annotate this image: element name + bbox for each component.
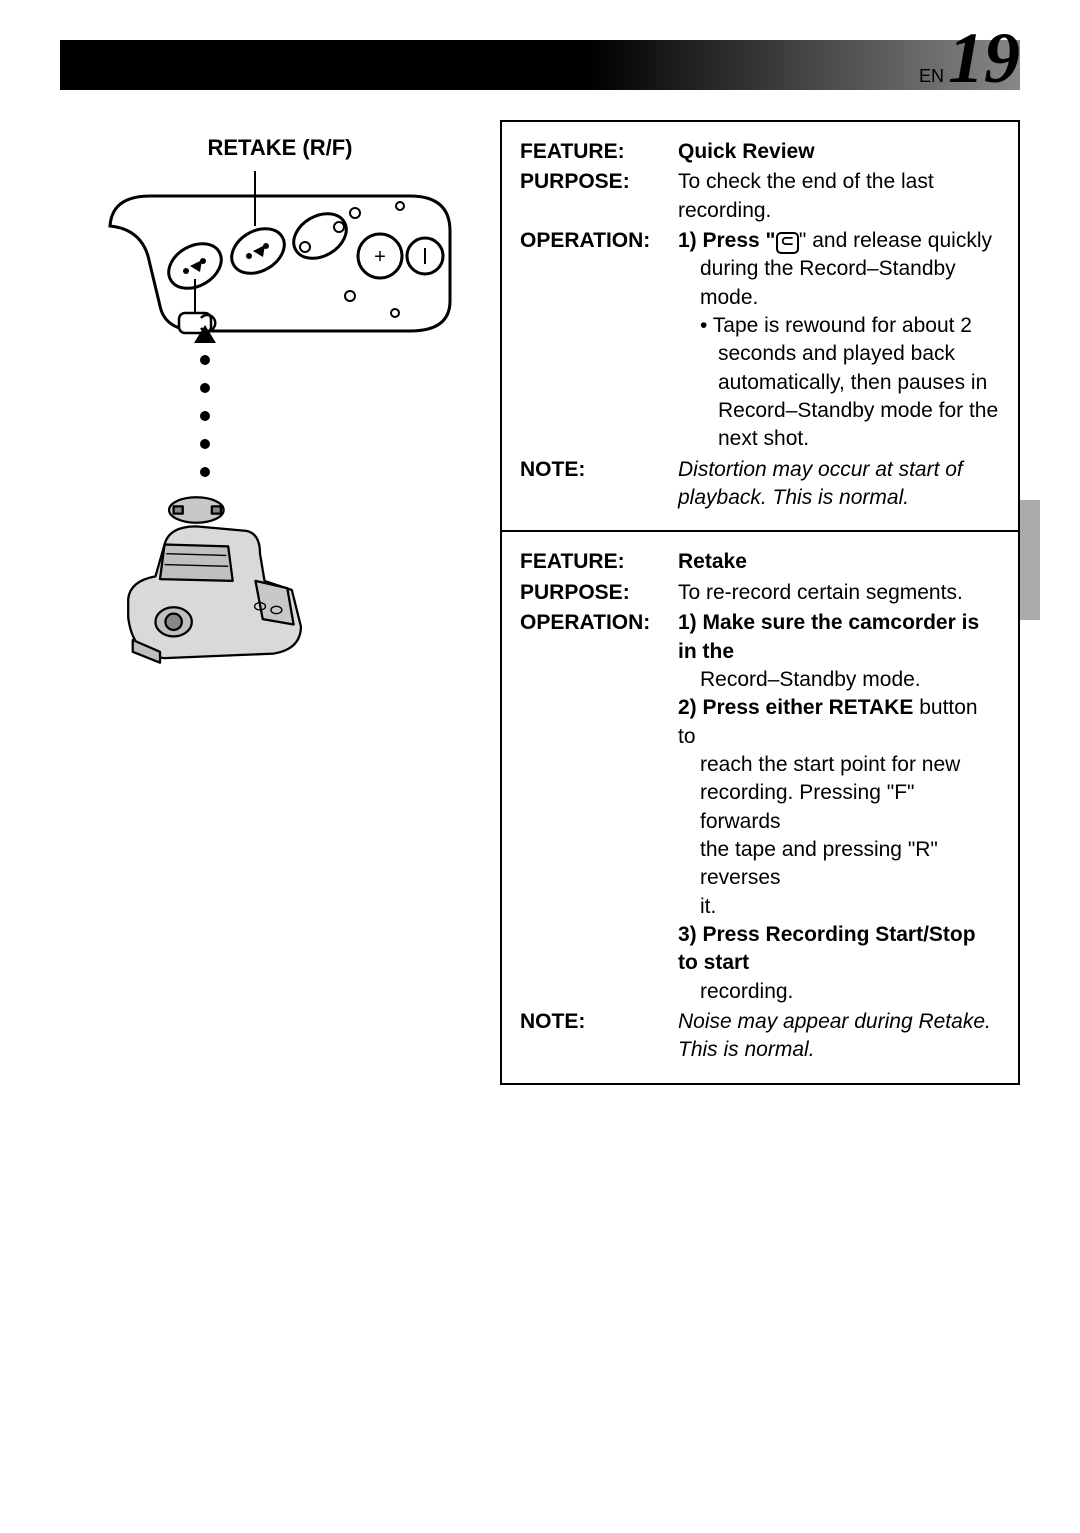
review-icon: ⊂ [776,232,799,254]
label-operation: OPERATION: [520,609,670,637]
label-note: NOTE: [520,1008,670,1036]
control-panel-diagram: + [100,171,460,351]
value-note: Noise may appear during Retake. This is … [678,1008,1000,1065]
value-operation: 1) Press "⊂" and release quickly during … [678,227,1000,454]
connector-dots [200,325,216,477]
label-purpose: PURPOSE: [520,579,670,607]
left-column: RETAKE (R/F) + [100,135,460,356]
label-operation: OPERATION: [520,227,670,255]
page-num: 19 [948,18,1020,98]
label-feature: FEATURE: [520,548,670,576]
label-feature: FEATURE: [520,138,670,166]
svg-text:+: + [374,246,386,268]
value-purpose: To re-record certain segments. [678,579,1000,607]
side-tab [1020,500,1040,620]
label-purpose: PURPOSE: [520,168,670,196]
camcorder-illustration [110,490,310,672]
label-note: NOTE: [520,456,670,484]
value-operation: 1) Make sure the camcorder is in the Rec… [678,609,1000,1006]
header-gradient-bar [60,40,1020,90]
page-number: EN19 [919,30,1020,88]
retake-title: RETAKE (R/F) [100,135,460,161]
value-purpose: To check the end of the last recording. [678,168,1000,225]
value-note: Distortion may occur at start of playbac… [678,456,1000,513]
page-lang: EN [919,66,944,86]
feature-table: FEATURE: Quick Review PURPOSE: To check … [500,120,1020,1085]
feature-block-retake: FEATURE: Retake PURPOSE: To re-record ce… [502,530,1018,1082]
value-feature: Retake [678,548,1000,576]
feature-block-quick-review: FEATURE: Quick Review PURPOSE: To check … [502,122,1018,530]
value-feature: Quick Review [678,138,1000,166]
